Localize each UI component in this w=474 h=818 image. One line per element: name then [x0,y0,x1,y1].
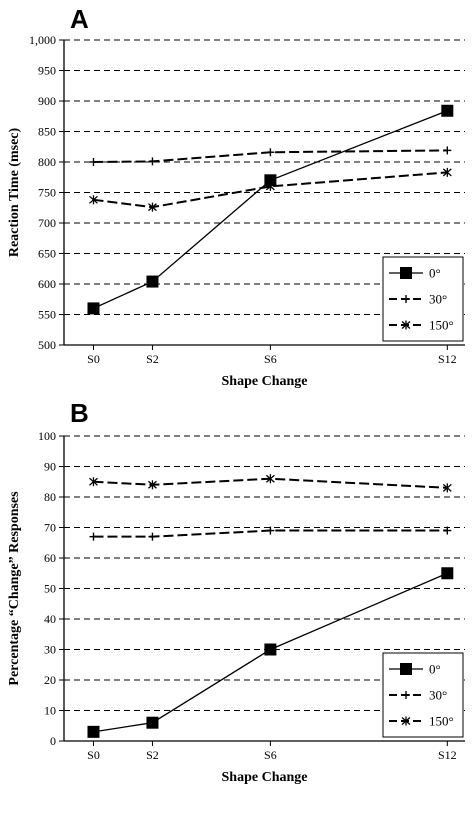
y-tick-label: 800 [38,155,56,169]
y-tick-label: 700 [38,216,56,230]
legend-item: 0° [389,266,441,281]
series-line [93,572,448,733]
series-plus [89,526,452,541]
x-tick-label: S2 [146,352,159,366]
y-tick-label: 950 [38,64,56,78]
y-tick-label: 20 [44,673,56,687]
chart-panel-a: A 500 550 600 650 700 750 800 850 900 950 1,000 S0 S2… [7,4,465,389]
x-tick-label: S12 [438,748,457,762]
chart-panel-b: B 0 10 20 30 40 50 60 70 80 90 100 S0 S2 S6 S12 Shape Ch… [7,398,465,785]
y-tick-label: 80 [44,490,56,504]
data-point [265,474,275,484]
y-tick-label: 1,000 [29,33,56,47]
series-star [89,474,452,493]
y-tick-label: 10 [44,704,56,718]
data-point [265,181,275,191]
legend-marker [400,663,412,675]
series-line [93,529,448,538]
data-point [87,725,100,738]
series-line [93,149,448,163]
data-point [442,167,452,177]
legend-label: 0° [429,662,441,677]
y-tick-label: 90 [44,460,56,474]
data-point [146,275,159,288]
x-axis-title: Shape Change [222,770,308,785]
y-tick-label: 30 [44,643,56,657]
data-point [148,157,157,166]
x-tick-label: S12 [438,352,457,366]
y-tick-label: 600 [38,277,56,291]
y-tick-label: 100 [38,429,56,443]
data-point [87,302,100,315]
legend-marker [400,267,412,279]
y-tick-label: 0 [50,734,56,748]
y-tick-label: 750 [38,186,56,200]
y-axis-title: Percentage “Change” Responses [7,491,22,686]
y-tick-label: 50 [44,582,56,596]
data-point [89,195,98,205]
data-point [443,146,452,155]
series-line [93,171,448,209]
x-tick-label: S2 [146,748,159,762]
y-tick-label: 550 [38,308,56,322]
legend-marker [401,320,411,330]
legend-item: 0° [389,662,441,677]
data-point [146,716,159,729]
legend: 0° 30° 150° [382,256,464,342]
y-tick-label: 60 [44,551,56,565]
panel-label: B [70,398,89,428]
legend-label: 0° [429,266,441,281]
legend-marker [402,295,410,303]
y-tick-label: 70 [44,521,56,535]
series-plus [89,146,452,166]
x-tick-label: S0 [87,748,100,762]
data-point [89,477,98,487]
legend-label: 150° [429,714,454,729]
data-point [89,532,98,541]
data-point [443,526,452,535]
legend-item: 30° [389,292,447,307]
x-axis-title: Shape Change [222,374,308,389]
y-tick-label: 900 [38,94,56,108]
data-point [264,643,277,656]
y-tick-label: 650 [38,247,56,261]
legend-label: 30° [429,292,447,307]
panel-label: A [70,4,89,34]
y-axis-title: Reaction Time (msec) [7,127,22,257]
data-point [89,158,98,166]
x-tick-label: S6 [264,748,277,762]
series-line [93,477,448,489]
legend-marker [402,691,410,699]
data-point [441,104,454,117]
data-point [441,567,454,580]
legend-item: 30° [389,688,447,703]
legend: 0° 30° 150° [382,652,464,738]
legend-item: 150° [389,318,454,333]
data-point [148,480,157,490]
data-point [266,148,275,157]
x-tick-label: S0 [87,352,100,366]
data-point [148,202,157,212]
y-tick-label: 500 [38,338,56,352]
series-square [87,567,454,738]
legend-label: 30° [429,688,447,703]
series-star [89,167,452,212]
data-point [266,526,275,535]
y-tick-label: 40 [44,612,56,626]
legend-marker [401,716,411,726]
x-tick-label: S6 [264,352,277,366]
data-point [442,483,452,493]
y-tick-label: 850 [38,125,56,139]
legend-item: 150° [389,714,454,729]
series-line [93,110,448,309]
legend-label: 150° [429,318,454,333]
data-point [148,532,157,541]
